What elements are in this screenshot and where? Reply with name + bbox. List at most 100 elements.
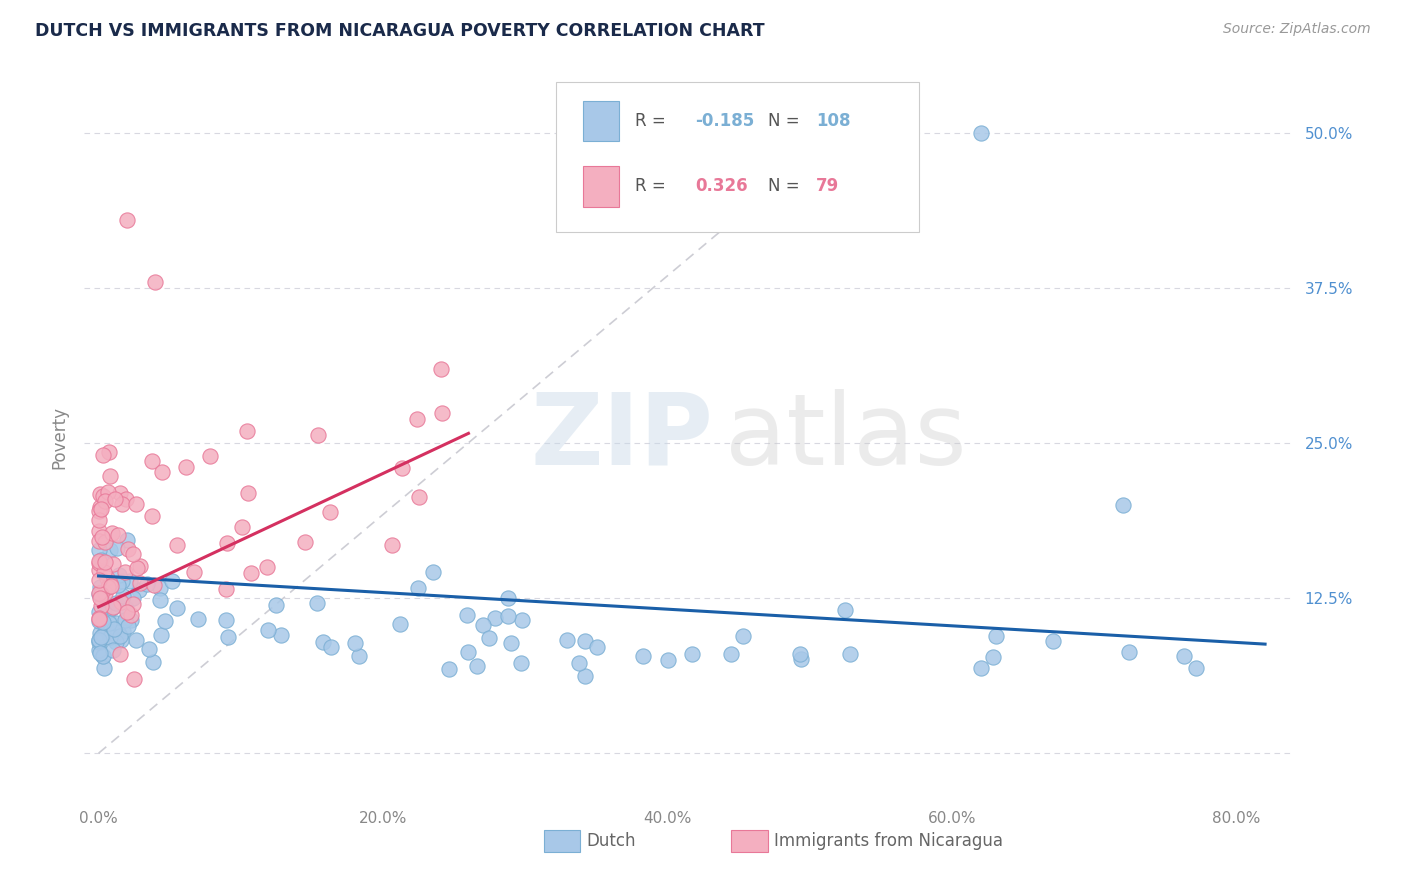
Point [422, 566, 444, 580]
Text: R =: R = [634, 178, 671, 195]
Point [87, 586, 110, 600]
Point [986, 630, 1008, 644]
Bar [582, 101, 619, 141]
Point [215, 536, 238, 550]
Point [214, 582, 236, 596]
Text: N =: N = [768, 178, 804, 195]
Point [432, 406, 454, 420]
Point [89, 646, 111, 660]
Point [501, 635, 523, 649]
Point [117, 619, 139, 633]
Point [89, 504, 111, 518]
Point [150, 628, 173, 642]
Point [101, 601, 124, 615]
Point [312, 635, 335, 649]
Point [94, 586, 117, 600]
Point [456, 608, 478, 623]
Point [89, 487, 111, 501]
Point [141, 509, 163, 524]
Point [142, 578, 165, 592]
Bar [731, 830, 768, 852]
Point [149, 593, 172, 607]
Point [437, 662, 460, 676]
Point [160, 574, 183, 588]
Point [731, 629, 754, 643]
Point [145, 275, 167, 289]
Point [101, 599, 124, 614]
Point [1173, 649, 1195, 664]
Point [87, 633, 110, 648]
Point [136, 577, 159, 591]
Point [555, 632, 578, 647]
Point [789, 647, 811, 661]
Point [107, 624, 129, 639]
Point [574, 669, 596, 683]
Point [406, 582, 429, 596]
Point [90, 502, 112, 516]
Point [90, 599, 112, 613]
Point [89, 615, 111, 629]
Point [98, 575, 121, 590]
Point [122, 591, 145, 605]
Point [839, 648, 862, 662]
Point [138, 641, 160, 656]
Point [105, 541, 128, 556]
Point [238, 486, 260, 500]
Point [93, 648, 115, 663]
Point [183, 565, 205, 579]
Text: Immigrants from Nicaragua: Immigrants from Nicaragua [773, 832, 1002, 850]
Point [117, 541, 139, 556]
Point [496, 609, 519, 624]
Bar [582, 167, 619, 207]
Point [215, 613, 238, 627]
Point [115, 492, 138, 507]
Point [122, 672, 145, 686]
Point [510, 656, 533, 670]
Point [129, 576, 152, 591]
Point [87, 554, 110, 568]
Text: DUTCH VS IMMIGRANTS FROM NICARAGUA POVERTY CORRELATION CHART: DUTCH VS IMMIGRANTS FROM NICARAGUA POVER… [35, 22, 765, 40]
Point [150, 465, 173, 479]
Point [87, 635, 110, 649]
Point [98, 543, 121, 558]
Point [391, 461, 413, 475]
Point [319, 505, 342, 519]
Point [89, 500, 111, 515]
Point [471, 618, 494, 632]
Point [200, 449, 222, 463]
Point [104, 635, 127, 649]
Point [457, 645, 479, 659]
Point [430, 361, 453, 376]
Text: atlas: atlas [725, 389, 967, 485]
Text: 0.326: 0.326 [695, 178, 748, 195]
Point [142, 656, 165, 670]
Point [585, 640, 607, 655]
Point [128, 559, 150, 574]
Point [115, 601, 138, 615]
Point [94, 555, 117, 569]
Point [108, 647, 131, 661]
Point [96, 599, 118, 613]
Point [388, 616, 411, 631]
Point [319, 640, 342, 654]
Point [1185, 661, 1208, 675]
Point [105, 596, 128, 610]
Point [93, 661, 115, 675]
Point [115, 605, 138, 619]
Point [96, 571, 118, 585]
Point [87, 563, 110, 577]
Point [115, 213, 138, 227]
Point [104, 491, 127, 506]
Point [110, 595, 132, 609]
Point [294, 535, 316, 549]
Point [90, 553, 112, 567]
Point [100, 578, 122, 592]
Point [681, 647, 703, 661]
Point [91, 615, 114, 629]
Point [108, 629, 131, 643]
Point [96, 597, 118, 611]
Point [657, 653, 679, 667]
Y-axis label: Poverty: Poverty [51, 406, 69, 468]
Point [406, 411, 429, 425]
Point [308, 428, 330, 442]
